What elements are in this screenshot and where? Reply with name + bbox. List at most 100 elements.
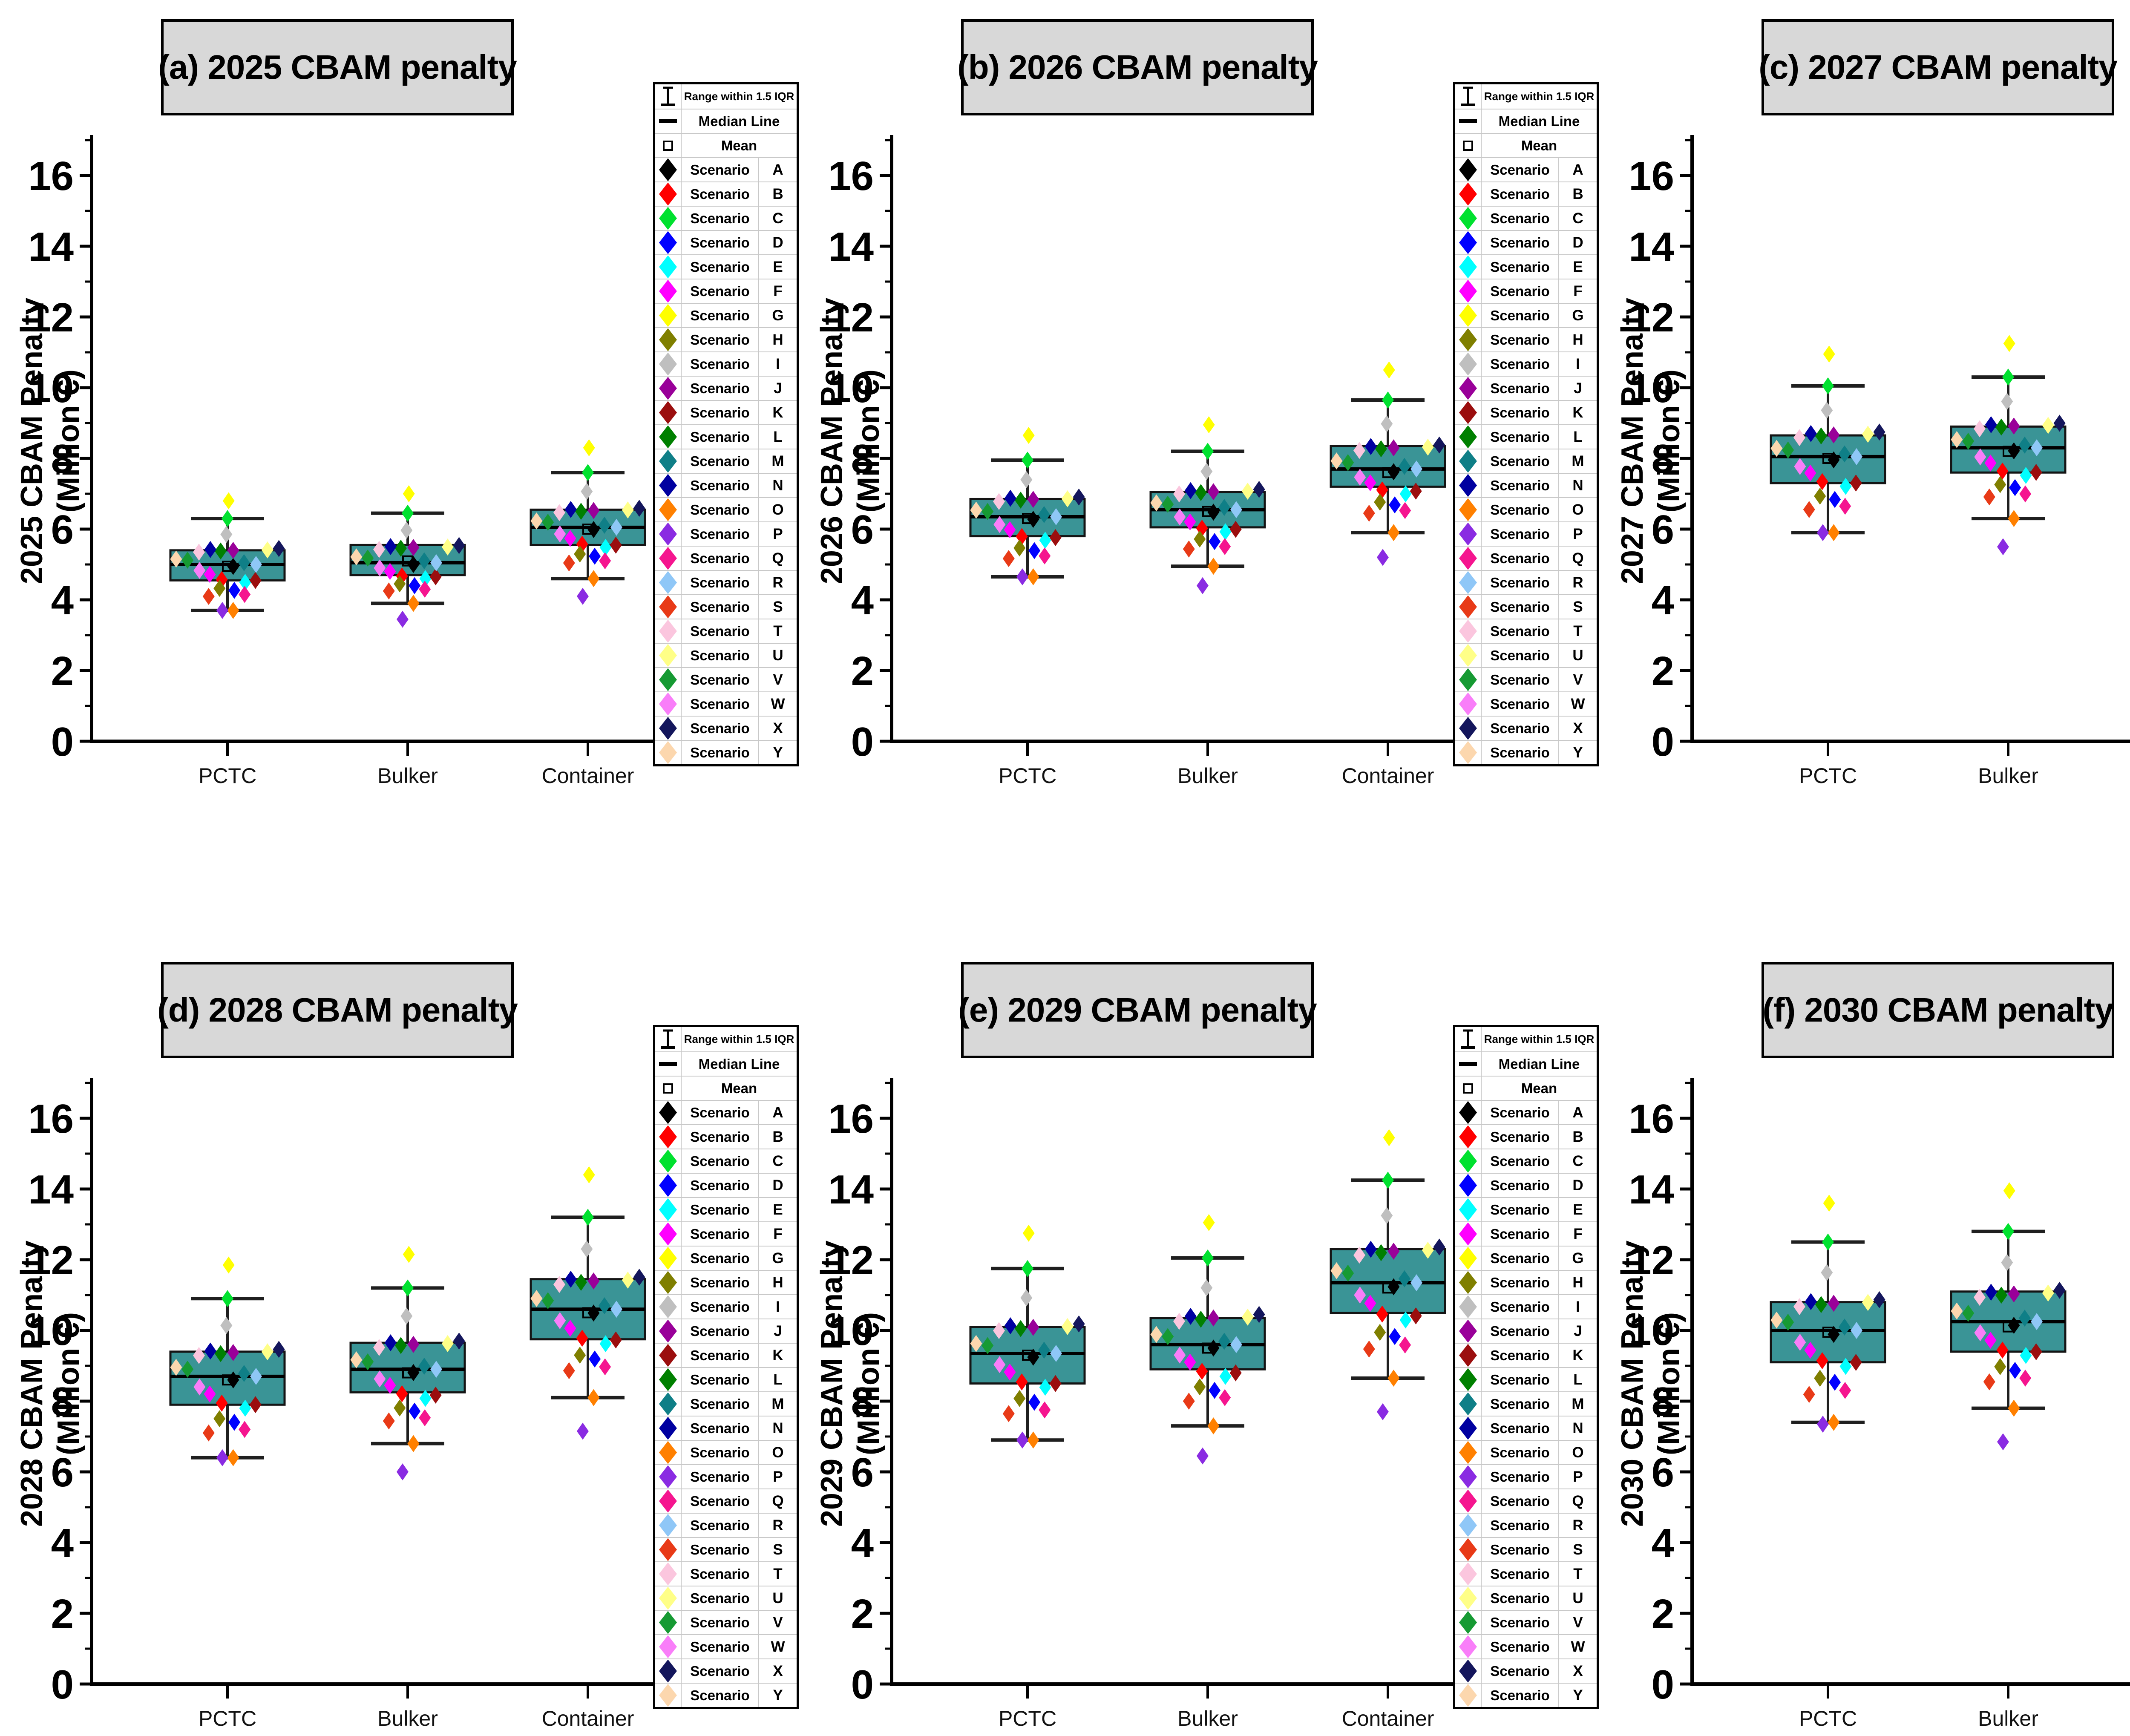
scenario-point-W: [374, 559, 386, 577]
legend-scenario-word: Scenario: [682, 1465, 759, 1488]
y-tick-label: 12: [1629, 1238, 1674, 1283]
scenario-point-M: [2018, 1310, 2031, 1327]
scenario-K-diamond-icon: [655, 401, 682, 424]
scenario-D-diamond-icon: [1459, 1174, 1477, 1197]
legend-scenario-letter: I: [776, 1298, 780, 1315]
category-label: Bulker: [1177, 764, 1238, 788]
scenario-point-H: [1814, 487, 1826, 505]
scenario-point-P: [1376, 1403, 1389, 1420]
legend-scenario-word: Scenario: [1482, 1125, 1559, 1149]
scenario-point-L: [575, 1274, 587, 1291]
scenario-point-I: [2001, 393, 2013, 410]
legend-scenario-letter: U: [1572, 1589, 1583, 1606]
legend-scenario-letter: N: [772, 477, 783, 494]
legend-scenario-word: Scenario: [1482, 1222, 1559, 1246]
scenario-point-V: [362, 1353, 374, 1370]
scenario-B-diamond-icon: [1459, 182, 1477, 206]
scenario-point-B: [216, 571, 228, 588]
y-tick-label: 2: [51, 648, 74, 694]
scenario-point-R: [1410, 1274, 1422, 1291]
scenario-point-G: [1022, 1224, 1035, 1242]
legend-scenario-letter: L: [773, 428, 783, 445]
y-tick-label: 16: [828, 153, 874, 199]
legend-scenario-letter: Y: [773, 744, 783, 761]
legend-scenario-word: Scenario: [682, 1174, 759, 1197]
legend-row-scenario-M: Scenario M: [655, 1391, 797, 1416]
legend-row-scenario-D: Scenario D: [1455, 230, 1597, 254]
legend-scenario-letter: M: [1572, 1395, 1584, 1412]
legend-scenario-word: Scenario: [682, 352, 759, 376]
legend-scenario-word: Scenario: [682, 595, 759, 619]
scenario-point-P: [396, 1463, 409, 1480]
category-label: Bulker: [1177, 1707, 1238, 1730]
legend-row-scenario-N: Scenario N: [1455, 1416, 1597, 1440]
scenario-R-diamond-icon: [1459, 1514, 1477, 1537]
scenario-U-diamond-icon: [1459, 1586, 1477, 1610]
scenario-point-M: [418, 552, 430, 570]
legend-row-scenario-V: Scenario V: [1455, 1610, 1597, 1634]
legend-row-scenario-K: Scenario K: [655, 400, 797, 424]
scenario-point-W: [1354, 1286, 1366, 1304]
scenario-V-diamond-icon: [1455, 1611, 1482, 1634]
range-iqr-icon: [1461, 1029, 1475, 1049]
scenario-point-N: [1184, 1307, 1197, 1325]
scenario-point-Q: [599, 552, 611, 570]
scenario-X-diamond-icon: [1459, 717, 1477, 740]
legend-scenario-word: Scenario: [1482, 474, 1559, 497]
scenario-point-K: [2030, 464, 2042, 481]
y-tick-label: 8: [851, 436, 874, 482]
category-label: PCTC: [1799, 764, 1857, 788]
legend-row-scenario-W: Scenario W: [1455, 691, 1597, 716]
legend-scenario-letter: A: [772, 1104, 783, 1121]
panel-c-title: (c) 2027 CBAM penalty: [1759, 19, 2118, 115]
scenario-G-diamond-icon: [1459, 1247, 1477, 1270]
scenario-N-diamond-icon: [1459, 1416, 1477, 1440]
scenario-point-F: [1364, 474, 1376, 492]
median-line-icon: [659, 119, 677, 123]
legend-scenario-letter: H: [772, 1274, 783, 1291]
mean-square-icon: [663, 1083, 673, 1094]
legend-scenario-letter: D: [1572, 234, 1583, 251]
legend-row-scenario-F: Scenario F: [1455, 1221, 1597, 1246]
scenario-G-diamond-icon: [659, 1247, 677, 1270]
category-label: Container: [542, 764, 634, 788]
legend-scenario-letter: K: [1572, 1347, 1583, 1364]
legend-scenario-word: Scenario: [1482, 1295, 1559, 1319]
scenario-point-X: [1873, 1291, 1885, 1308]
scenario-point-A: [1387, 463, 1400, 481]
y-tick-label: 4: [51, 1520, 74, 1566]
scenario-point-G: [1823, 345, 1835, 363]
scenario-O-diamond-icon: [659, 1441, 677, 1464]
panel-a-boxplot: 0 2 4 6 8 10 12 14 16 PCTC Bulker Container: [28, 135, 659, 788]
legend-row-scenario-J: Scenario J: [655, 1319, 797, 1343]
scenario-point-E: [1399, 1311, 1412, 1329]
scenario-P-diamond-icon: [659, 522, 677, 546]
legend-scenario-word: Scenario: [1482, 1149, 1559, 1173]
legend-scenario-letter: G: [1572, 307, 1584, 324]
legend-row-scenario-S: Scenario S: [1455, 1537, 1597, 1561]
legend-row-scenario-A: Scenario A: [655, 157, 797, 181]
legend-scenario-letter: L: [1573, 1371, 1583, 1388]
scenario-point-S: [1363, 1340, 1375, 1358]
legend-scenario-letter: E: [773, 258, 783, 275]
scenario-point-X: [633, 1269, 645, 1286]
scenario-point-H: [574, 1347, 586, 1364]
scenario-point-J: [1828, 426, 1840, 443]
scenario-point-P: [1196, 1447, 1209, 1465]
y-tick-label: 16: [28, 1096, 74, 1142]
scenario-point-Q: [2019, 1369, 2032, 1387]
legend-row-scenario-D: Scenario D: [655, 230, 797, 254]
scenario-point-Q: [1039, 1401, 1051, 1419]
scenario-point-P: [576, 587, 589, 605]
scenario-point-J: [1027, 1319, 1039, 1336]
legend-scenario-letter: M: [771, 452, 784, 469]
scenario-E-diamond-icon: [1459, 255, 1477, 279]
scenario-point-V: [1342, 454, 1354, 471]
category-label: PCTC: [999, 1707, 1056, 1730]
scenario-point-H: [213, 580, 226, 597]
scenario-point-S: [563, 554, 575, 572]
legend-scenario-letter: L: [1573, 428, 1583, 445]
scenario-point-L: [1375, 1244, 1387, 1261]
category-label: PCTC: [1799, 1707, 1857, 1730]
legend-scenario-word: Scenario: [682, 522, 759, 546]
